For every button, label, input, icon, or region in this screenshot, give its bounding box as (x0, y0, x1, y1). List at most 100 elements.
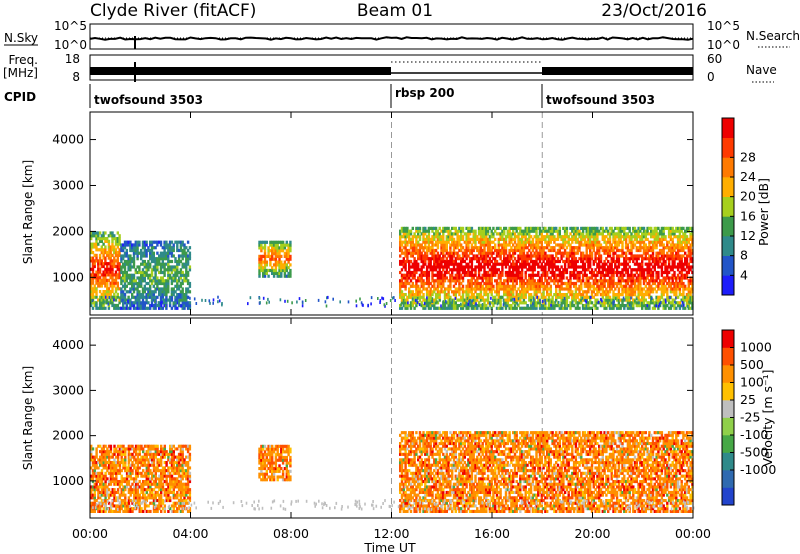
echo-cell (687, 268, 690, 272)
echo-cell (408, 287, 411, 291)
echo-cell (607, 279, 610, 283)
echo-cell (540, 273, 543, 277)
echo-cell (560, 235, 563, 239)
echo-cell (642, 240, 646, 244)
echo-cell (684, 246, 687, 250)
echo-cell (529, 295, 533, 299)
echo-cell (93, 284, 96, 288)
echo-cell (612, 235, 615, 239)
echo-cell (118, 237, 121, 241)
echo-cell (447, 262, 450, 266)
echo-cell (675, 257, 678, 261)
echo-cell (95, 234, 98, 238)
echo-cell (100, 234, 103, 238)
echo-cell (515, 293, 518, 297)
echo-cell (152, 246, 155, 250)
echo-cell (400, 301, 404, 305)
echo-cell (136, 287, 139, 291)
echo-cell (553, 270, 556, 275)
echo-cell (125, 273, 128, 277)
echo-cell (262, 266, 265, 270)
echo-cell (449, 276, 452, 280)
echo-cell (460, 295, 463, 299)
echo-cell (533, 290, 536, 294)
echo-cell (657, 235, 660, 239)
echo-cell (553, 265, 556, 269)
echo-cell (456, 270, 459, 275)
echo-cell (642, 268, 646, 272)
echo-cell (522, 298, 526, 302)
echo-cell (538, 301, 542, 305)
echo-cell (404, 248, 407, 253)
echo-cell (630, 243, 633, 247)
echo-cell (411, 304, 414, 308)
echo-cell (427, 262, 431, 266)
echo-cell (689, 287, 692, 291)
echo-cell (671, 240, 674, 244)
echo-cell (632, 287, 635, 291)
echo-cell (429, 287, 432, 291)
echo-cell (90, 245, 93, 249)
echo-cell (605, 257, 608, 261)
nsky-tick-bottom: 10^0 (54, 38, 87, 52)
echo-cell (633, 257, 637, 261)
echo-cell (107, 256, 111, 260)
echo-cell (639, 276, 642, 280)
echo-cell (512, 276, 515, 280)
echo-cell (143, 270, 146, 275)
echo-cell (508, 226, 511, 230)
scatter-cell (532, 302, 534, 306)
echo-cell (531, 254, 535, 258)
echo-cell (633, 243, 637, 247)
echo-cell (141, 246, 145, 250)
echo-cell (508, 229, 511, 233)
echo-cell (608, 270, 612, 275)
echo-cell (628, 248, 631, 253)
echo-cell (655, 237, 658, 241)
echo-cell (417, 284, 420, 288)
echo-cell (485, 243, 488, 247)
echo-cell (285, 263, 288, 267)
echo-cell (510, 293, 513, 297)
echo-cell (608, 235, 612, 239)
echo-cell (513, 295, 517, 299)
echo-cell (576, 259, 579, 264)
echo-cell (667, 262, 671, 266)
echo-cell (610, 232, 613, 236)
echo-cell (467, 248, 470, 253)
echo-cell (127, 240, 130, 244)
echo-cell (635, 287, 638, 291)
echo-cell (648, 301, 651, 305)
echo-cell (424, 246, 427, 250)
echo-cell (93, 253, 96, 257)
echo-cell (150, 240, 154, 244)
echo-cell (116, 292, 119, 296)
echo-cell (427, 276, 431, 280)
echo-cell (120, 279, 123, 283)
echo-cell (481, 251, 484, 255)
echo-cell (490, 273, 493, 277)
echo-cell (497, 276, 500, 280)
echo-cell (123, 254, 127, 258)
echo-cell (535, 226, 538, 230)
echo-cell (553, 240, 556, 244)
echo-cell (678, 306, 682, 310)
echo-cell (127, 295, 130, 299)
echo-cell (289, 263, 292, 267)
echo-cell (109, 262, 112, 266)
echo-cell (123, 265, 127, 269)
scatter-cell (157, 301, 160, 305)
echo-cell (477, 257, 481, 261)
echo-cell (474, 257, 477, 261)
echo-cell (265, 271, 268, 275)
echo-cell (278, 266, 281, 270)
echo-cell (563, 304, 567, 308)
echo-cell (522, 265, 526, 269)
echo-cell (404, 281, 407, 286)
echo-cell (143, 279, 146, 283)
echo-cell (460, 259, 463, 264)
echo-cell (673, 246, 676, 250)
echo-cell (567, 290, 570, 294)
echo-cell (685, 265, 689, 269)
echo-cell (132, 254, 136, 258)
